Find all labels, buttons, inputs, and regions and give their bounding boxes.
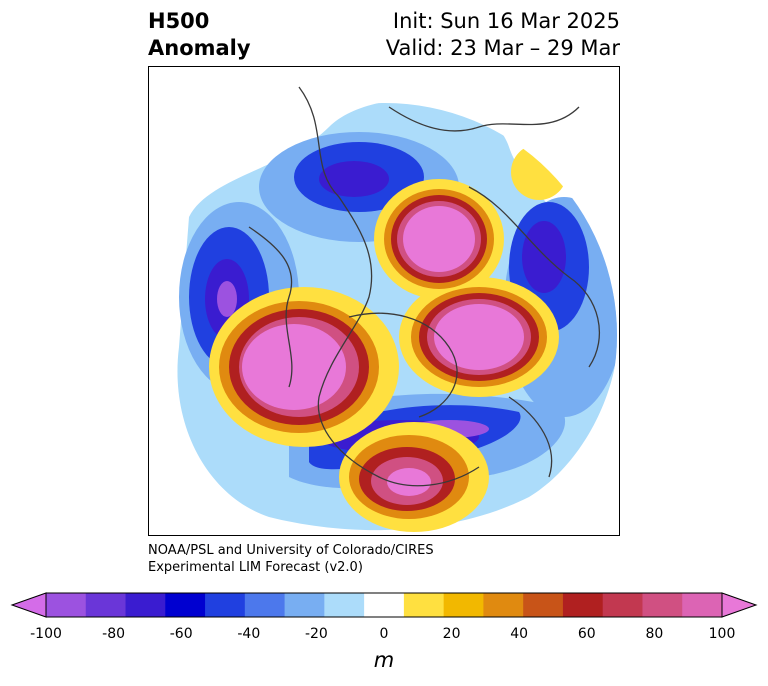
colorbar-cell xyxy=(46,593,87,617)
colorbar-cell xyxy=(364,593,405,617)
colorbar-tick-label: 20 xyxy=(442,626,461,642)
colorbar-cell xyxy=(562,593,604,617)
colorbar-tick-label: 40 xyxy=(510,626,529,642)
colorbar-outline xyxy=(45,592,723,618)
colorbar-cell xyxy=(682,593,723,617)
colorbar-cell xyxy=(602,593,643,617)
colorbar-cell xyxy=(324,593,365,617)
credit-text: NOAA/PSL and University of Colorado/CIRE… xyxy=(148,542,434,576)
colorbar xyxy=(10,592,758,618)
colorbar-ticks: -100 -80 -60 -40 -20 0 20 40 60 80 100 xyxy=(0,626,768,646)
map-title: H500 Anomaly xyxy=(148,8,251,62)
credit-line-2: Experimental LIM Forecast (v2.0) xyxy=(148,560,363,575)
title-variable: H500 xyxy=(148,9,210,33)
colorbar-cell xyxy=(443,593,484,617)
anomaly-map xyxy=(148,66,620,536)
colorbar-cell xyxy=(483,593,524,617)
colorbar-tick-label: -60 xyxy=(169,626,193,642)
colorbar-cell xyxy=(125,593,166,617)
colorbar-tick-label: 60 xyxy=(577,626,596,642)
colorbar-tick-label: -40 xyxy=(237,626,261,642)
valid-range: Valid: 23 Mar – 29 Mar xyxy=(385,36,620,60)
credit-line-1: NOAA/PSL and University of Colorado/CIRE… xyxy=(148,543,434,558)
colorbar-cells xyxy=(46,593,723,617)
anomaly-fields xyxy=(177,103,617,532)
colorbar-cell xyxy=(642,593,683,617)
colorbar-cell xyxy=(165,593,206,617)
colorbar-cell xyxy=(523,593,564,617)
colorbar-cell xyxy=(205,593,246,617)
title-field: Anomaly xyxy=(148,36,251,60)
contour-band-magenta xyxy=(242,206,524,496)
colorbar-unit-label: m xyxy=(373,648,395,672)
colorbar-right-arrow xyxy=(721,592,758,618)
colorbar-tick-label: 100 xyxy=(708,626,736,642)
colorbar-tick-label: -80 xyxy=(102,626,126,642)
colorbar-tick-label: -20 xyxy=(304,626,328,642)
init-date: Init: Sun 16 Mar 2025 xyxy=(392,9,620,33)
colorbar-cell xyxy=(244,593,286,617)
colorbar-tick-label: -100 xyxy=(30,626,62,642)
colorbar-tick-label: 0 xyxy=(379,626,389,642)
colorbar-cell xyxy=(403,593,445,617)
colorbar-left-arrow xyxy=(10,592,47,618)
forecast-dates: Init: Sun 16 Mar 2025 Valid: 23 Mar – 29… xyxy=(386,8,620,62)
colorbar-tick-label: 80 xyxy=(645,626,664,642)
colorbar-cell xyxy=(85,593,127,617)
anomaly-map-svg xyxy=(177,86,617,532)
coastlines xyxy=(248,86,601,487)
colorbar-cell xyxy=(284,593,325,617)
